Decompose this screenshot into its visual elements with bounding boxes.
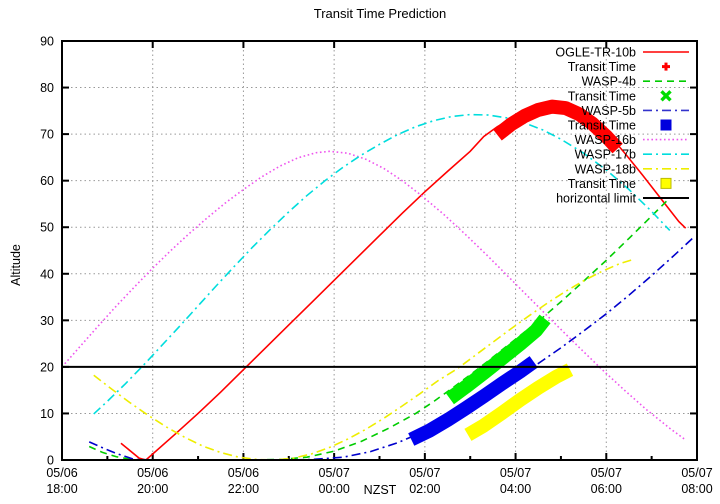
x-tick-label-date: 05/07 <box>409 466 440 480</box>
x-tick-label-time: 02:00 <box>409 482 440 496</box>
legend-label: WASP-4b <box>582 75 636 89</box>
plot-frame <box>61 40 698 461</box>
legend-key-square-marker <box>660 119 672 131</box>
x-tick-label-time: 06:00 <box>591 482 622 496</box>
y-tick-label: 10 <box>40 407 54 421</box>
x-tick-label-date: 05/06 <box>228 466 259 480</box>
x-tick-label-time: 00:00 <box>319 482 350 496</box>
x-tick-label-time: 22:00 <box>228 482 259 496</box>
legend-label: WASP-5b <box>582 104 636 118</box>
x-tick-label-time: 18:00 <box>46 482 77 496</box>
series-line-wasp-5b <box>88 237 694 461</box>
legend-label: Transit Time <box>568 119 636 133</box>
legend-label: WASP-18b <box>575 162 636 176</box>
legend-key-cross-marker <box>660 90 672 102</box>
legend-label: Transit Time <box>568 177 636 191</box>
y-tick-label: 50 <box>40 221 54 235</box>
y-tick-label: 30 <box>40 314 54 328</box>
series-line-wasp-18b <box>93 258 634 461</box>
y-tick-label: 0 <box>47 454 54 468</box>
legend-label: WASP-17b <box>575 148 636 162</box>
transit-band-wasp-5b <box>408 356 538 446</box>
page-title: Transit Time Prediction <box>314 6 446 21</box>
y-tick-label: 40 <box>40 267 54 281</box>
x-tick-label-date: 05/07 <box>681 466 712 480</box>
transit-time-bands <box>408 99 623 446</box>
legend-label: OGLE-TR-10b <box>555 46 636 60</box>
x-tick-label-date: 05/07 <box>500 466 531 480</box>
y-tick-label: 80 <box>40 81 54 95</box>
x-tick-label-time: 08:00 <box>681 482 712 496</box>
transit-band-wasp-4b <box>445 314 551 405</box>
transit-band-wasp-18b <box>464 363 574 441</box>
y-tick-label: 70 <box>40 128 54 142</box>
x-tick-label-time: 20:00 <box>137 482 168 496</box>
y-axis-label: Altitude <box>9 244 23 286</box>
x-tick-label-date: 05/07 <box>319 466 350 480</box>
y-tick-label: 90 <box>40 35 54 49</box>
legend-label: Transit Time <box>568 60 636 74</box>
y-tick-label: 20 <box>40 360 54 374</box>
transit-band-ogle-tr-10b <box>493 99 623 154</box>
y-axis: 0 10 20 30 40 50 60 70 80 90 <box>40 35 697 468</box>
x-tick-label-date: 05/06 <box>137 466 168 480</box>
legend-label: WASP-16b <box>575 133 636 147</box>
x-tick-label-date: 05/07 <box>591 466 622 480</box>
legend-label: horizontal limit <box>556 192 636 206</box>
x-tick-label-date: 05/06 <box>46 466 77 480</box>
series-line-wasp-17b <box>93 113 671 415</box>
x-axis-label: NZST <box>364 483 397 497</box>
legend-key-square-marker <box>660 177 672 189</box>
y-tick-label: 60 <box>40 174 54 188</box>
legend-label: Transit Time <box>568 89 636 103</box>
x-tick-label-time: 04:00 <box>500 482 531 496</box>
